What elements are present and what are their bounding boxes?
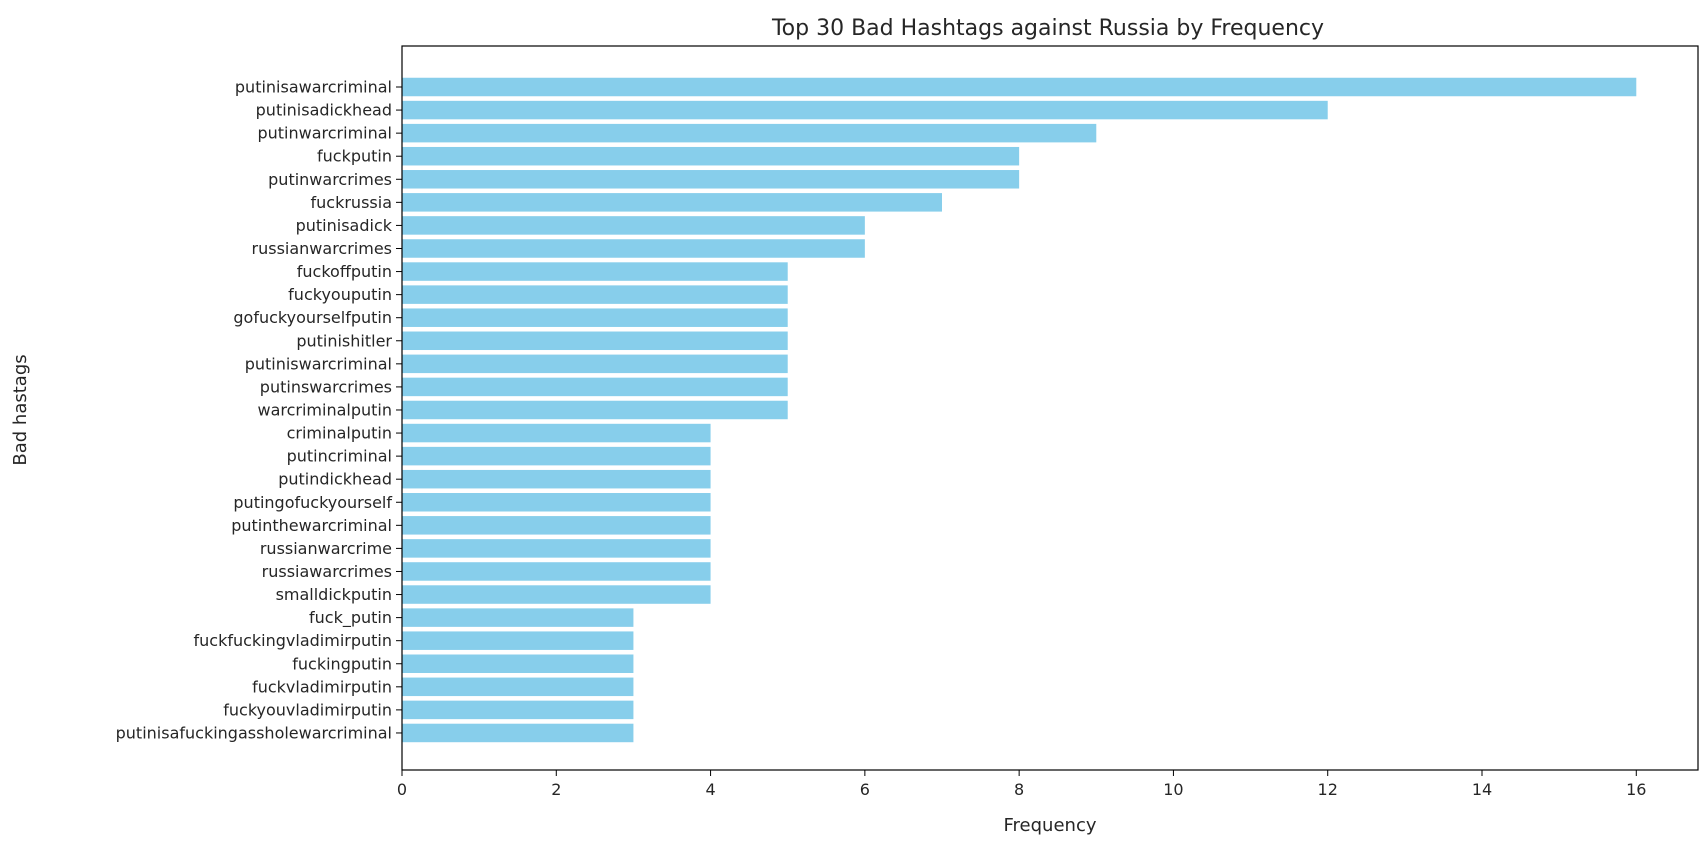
x-tick-label: 4 (705, 780, 715, 799)
x-tick-label: 6 (860, 780, 870, 799)
bar-fuckvladimirputin (402, 677, 634, 697)
category-label: putiniswarcriminal (245, 354, 392, 373)
bar-fuckfuckingvladimirputin (402, 631, 634, 650)
category-label: fuckputin (317, 147, 392, 166)
bar-putinisawarcriminal (402, 77, 1637, 97)
category-label: fuck_putin (309, 608, 392, 628)
category-labels-group: putinisawarcriminal putinisadickhead putin… (116, 78, 402, 742)
x-tick-label: 16 (1626, 780, 1646, 799)
category-label: fuckyouvladimirputin (223, 700, 392, 719)
x-tick-label: 8 (1014, 780, 1024, 799)
bar-gofuckyourselfputin (402, 308, 788, 327)
category-label: putinisadickhead (256, 101, 392, 120)
category-label: gofuckyourselfputin (233, 308, 392, 327)
bar-putincriminal (402, 446, 711, 466)
category-label: putingofuckyourself (233, 493, 392, 512)
category-label: fuckvladimirputin (252, 677, 392, 696)
bar-russianwarcrime (402, 539, 711, 558)
category-label: smalldickputin (276, 585, 392, 604)
x-tick-label: 12 (1318, 780, 1338, 799)
category-label: putinishitler (296, 331, 392, 350)
category-label: putindickhead (278, 470, 392, 489)
bar-putingofuckyourself (402, 493, 711, 512)
bar-putinswarcrimes (402, 377, 788, 397)
bar-putinishitler (402, 331, 788, 351)
x-tick-label: 14 (1472, 780, 1492, 799)
category-label: fuckyouputin (288, 285, 392, 304)
category-label: russianwarcrimes (252, 239, 392, 258)
category-label: putincriminal (287, 447, 392, 466)
category-label: warcriminalputin (257, 400, 392, 419)
category-label: putinthewarcriminal (231, 516, 392, 535)
category-label: criminalputin (287, 424, 392, 443)
x-axis-label: Frequency (1004, 815, 1097, 836)
category-label: putinswarcrimes (260, 377, 392, 396)
x-tick-label: 2 (551, 780, 561, 799)
category-label: putinisawarcriminal (235, 78, 392, 97)
bar-fuckoffputin (402, 262, 788, 281)
category-label: putinisadick (296, 216, 393, 235)
bar-fuckrussia (402, 193, 942, 212)
bar-putindickhead (402, 469, 711, 489)
bar-russianwarcrimes (402, 239, 865, 258)
y-axis-label: Bad hastags (10, 354, 31, 465)
bar-putinwarcrimes (402, 170, 1020, 189)
bar-putinisafuckingassholewarcriminal (402, 723, 634, 743)
category-label: putinisafuckingassholewarcriminal (116, 723, 392, 742)
bar-fuck_putin (402, 608, 634, 627)
x-tick-label: 10 (1163, 780, 1183, 799)
category-label: russianwarcrime (260, 539, 392, 558)
bar-warcriminalputin (402, 400, 788, 420)
bar-putinisadickhead (402, 100, 1328, 120)
bar-fuckyouvladimirputin (402, 700, 634, 720)
bars-group (402, 77, 1637, 743)
category-label: fuckoffputin (297, 262, 392, 281)
category-label: russiawarcrimes (262, 562, 392, 581)
bar-putiniswarcriminal (402, 354, 788, 374)
category-label: fuckrussia (311, 193, 392, 212)
category-label: fuckingputin (292, 654, 392, 673)
bar-fuckingputin (402, 654, 634, 673)
chart-title: Top 30 Bad Hashtags against Russia by Fr… (771, 16, 1324, 41)
bar-fuckyouputin (402, 285, 788, 304)
category-label: putinwarcrimes (268, 170, 392, 189)
bar-russiawarcrimes (402, 562, 711, 581)
category-label: putinwarcriminal (257, 124, 392, 143)
bar-putinthewarcriminal (402, 516, 711, 535)
plot-frame (401, 45, 1699, 771)
bar-smalldickputin (402, 585, 711, 604)
bar-criminalputin (402, 423, 711, 443)
bar-fuckputin (402, 146, 1020, 166)
x-tick-label: 0 (397, 780, 407, 799)
category-label: fuckfuckingvladimirputin (194, 631, 393, 650)
bar-putinisadick (402, 216, 865, 235)
x-ticks-group: 0 2 4 6 8 10 12 14 16 (397, 770, 1646, 799)
bar-putinwarcriminal (402, 123, 1097, 143)
